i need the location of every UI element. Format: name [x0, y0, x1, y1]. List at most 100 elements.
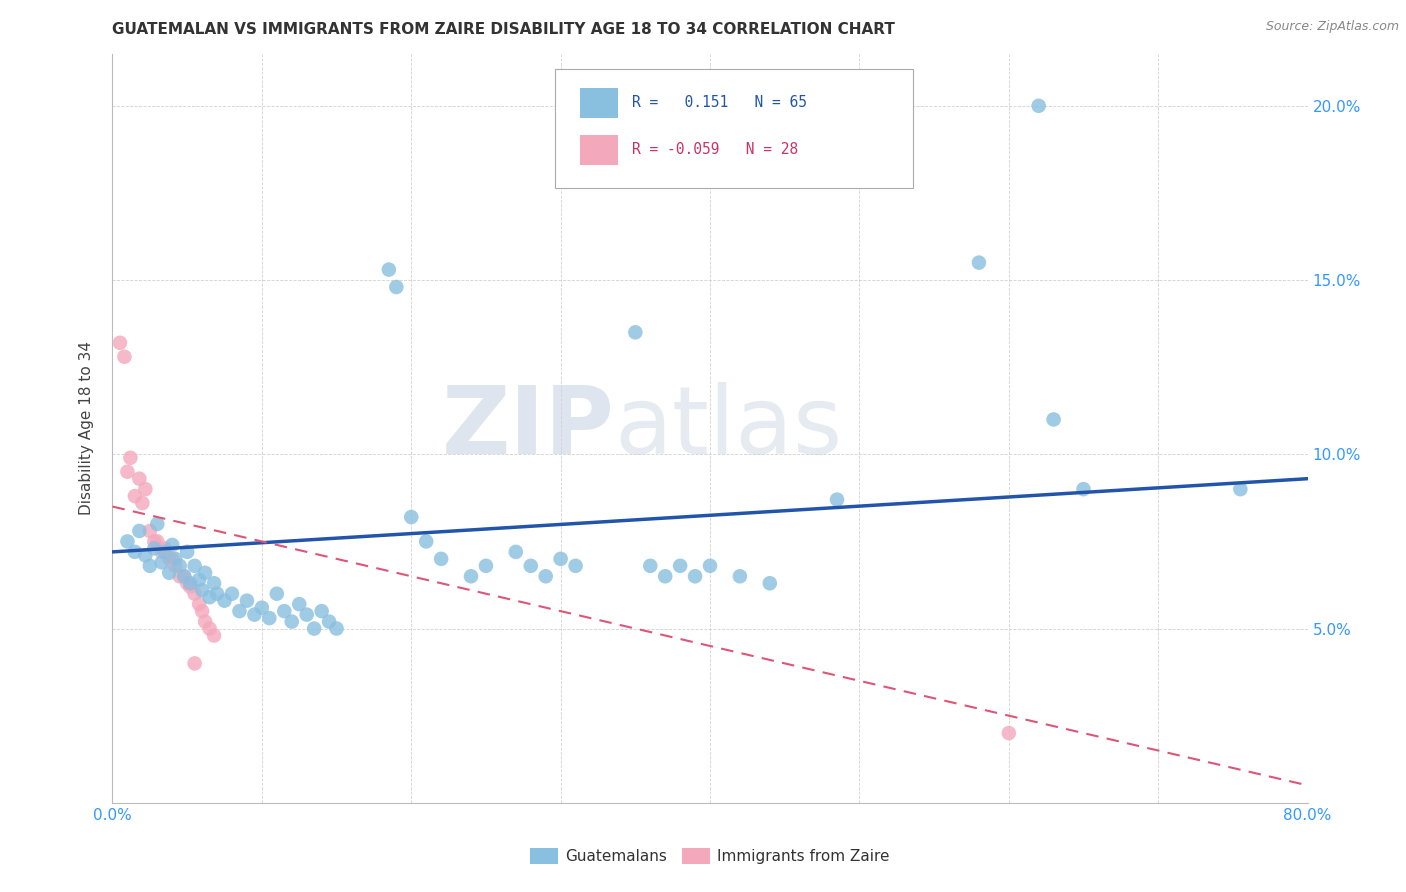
Point: [165, 552, 187, 566]
Point: [188, 573, 211, 587]
Point: [640, 558, 662, 573]
Point: [194, 566, 217, 580]
Point: [1229, 482, 1251, 496]
Point: [243, 607, 266, 622]
Point: [162, 538, 183, 552]
Point: [460, 569, 482, 583]
Point: [169, 558, 191, 573]
Point: [998, 726, 1021, 740]
Text: R =   0.151   N = 65: R = 0.151 N = 65: [633, 95, 807, 111]
Point: [378, 262, 401, 277]
Point: [624, 326, 647, 340]
Point: [430, 552, 453, 566]
Point: [183, 657, 205, 671]
Point: [759, 576, 782, 591]
Point: [534, 569, 557, 583]
Point: [1073, 482, 1095, 496]
Point: [139, 558, 162, 573]
Point: [228, 604, 250, 618]
Point: [1042, 412, 1064, 426]
Point: [198, 590, 221, 604]
Point: [259, 611, 281, 625]
Point: [176, 545, 198, 559]
Point: [273, 604, 295, 618]
Point: [654, 569, 676, 583]
Point: [250, 600, 273, 615]
Point: [318, 615, 340, 629]
Point: [191, 604, 214, 618]
Point: [108, 335, 131, 350]
Point: [550, 552, 572, 566]
Point: [150, 555, 173, 569]
Point: [221, 587, 243, 601]
Text: Source: ZipAtlas.com: Source: ZipAtlas.com: [1265, 20, 1399, 33]
Text: GUATEMALAN VS IMMIGRANTS FROM ZAIRE DISABILITY AGE 18 TO 34 CORRELATION CHART: GUATEMALAN VS IMMIGRANTS FROM ZAIRE DISA…: [112, 22, 896, 37]
Point: [176, 576, 198, 591]
Point: [124, 545, 146, 559]
Point: [143, 534, 166, 549]
Point: [183, 587, 205, 601]
FancyBboxPatch shape: [554, 69, 914, 188]
Point: [120, 450, 142, 465]
Point: [205, 587, 228, 601]
Point: [202, 628, 225, 642]
Point: [134, 482, 156, 496]
Point: [183, 558, 205, 573]
Point: [505, 545, 527, 559]
Point: [401, 510, 423, 524]
Point: [1028, 99, 1050, 113]
Point: [131, 496, 153, 510]
Point: [165, 558, 187, 573]
Point: [564, 558, 586, 573]
Point: [236, 593, 259, 607]
Point: [825, 492, 848, 507]
Point: [699, 558, 721, 573]
Point: [128, 472, 150, 486]
Point: [146, 516, 169, 531]
Point: [188, 597, 211, 611]
Point: [198, 622, 221, 636]
Point: [683, 569, 706, 583]
Point: [143, 541, 166, 556]
Point: [146, 534, 169, 549]
Point: [202, 576, 225, 591]
Text: ZIP: ZIP: [441, 382, 614, 475]
Point: [153, 545, 176, 559]
Point: [114, 350, 135, 364]
Point: [288, 597, 311, 611]
Point: [179, 580, 201, 594]
Point: [520, 558, 543, 573]
Point: [169, 569, 191, 583]
Point: [325, 622, 347, 636]
Y-axis label: Disability Age 18 to 34: Disability Age 18 to 34: [79, 341, 94, 516]
Point: [124, 489, 146, 503]
Point: [967, 255, 990, 269]
Point: [669, 558, 692, 573]
Point: [194, 615, 217, 629]
Point: [475, 558, 498, 573]
Point: [302, 622, 325, 636]
Point: [415, 534, 437, 549]
Point: [157, 566, 180, 580]
Point: [153, 541, 176, 556]
Point: [281, 615, 304, 629]
Point: [117, 465, 139, 479]
Point: [214, 593, 236, 607]
FancyBboxPatch shape: [579, 88, 619, 118]
Point: [150, 545, 173, 559]
Point: [162, 552, 183, 566]
FancyBboxPatch shape: [579, 136, 619, 165]
Point: [385, 280, 408, 294]
Text: R = -0.059   N = 28: R = -0.059 N = 28: [633, 142, 799, 157]
Point: [311, 604, 333, 618]
Point: [179, 576, 201, 591]
Legend: Guatemalans, Immigrants from Zaire: Guatemalans, Immigrants from Zaire: [524, 842, 896, 870]
Point: [134, 549, 156, 563]
Point: [191, 583, 214, 598]
Text: atlas: atlas: [614, 382, 842, 475]
Point: [728, 569, 751, 583]
Point: [139, 524, 162, 538]
Point: [157, 552, 180, 566]
Point: [266, 587, 288, 601]
Point: [173, 569, 195, 583]
